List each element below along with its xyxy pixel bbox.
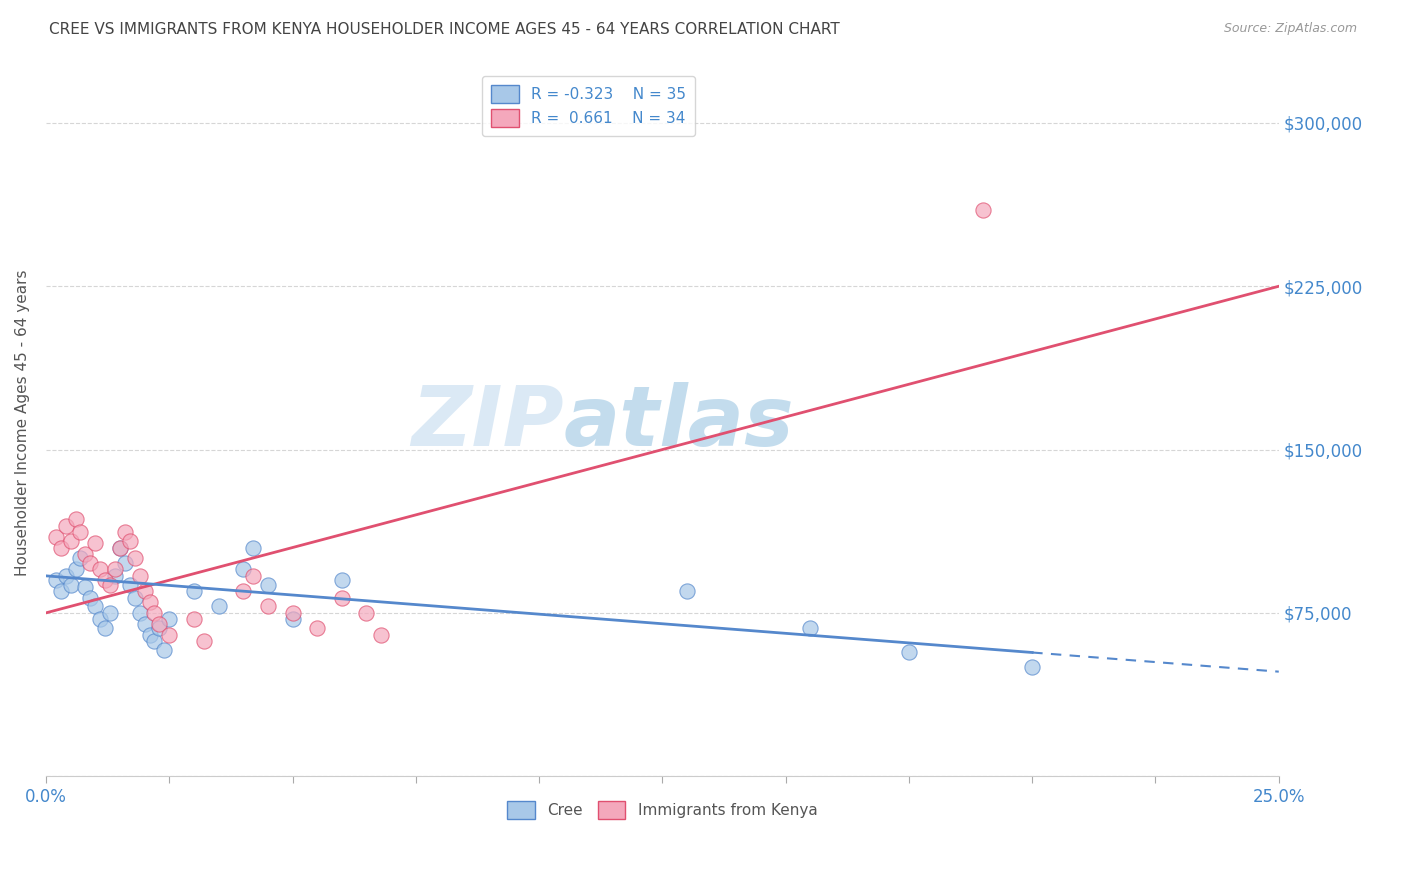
- Point: [65, 562, 87, 576]
- Point: [897, 645, 920, 659]
- Point: [114, 525, 136, 540]
- Point: [75, 580, 97, 594]
- Point: [69, 525, 91, 540]
- Point: [118, 534, 141, 549]
- Point: [55, 518, 77, 533]
- Point: [124, 551, 146, 566]
- Text: ZIP: ZIP: [411, 382, 564, 463]
- Point: [114, 556, 136, 570]
- Y-axis label: Householder Income Ages 45 - 64 years: Householder Income Ages 45 - 64 years: [15, 269, 30, 575]
- Point: [45, 573, 67, 587]
- Point: [148, 616, 170, 631]
- Point: [104, 562, 127, 576]
- Point: [799, 621, 821, 635]
- Point: [128, 569, 150, 583]
- Point: [138, 595, 160, 609]
- Point: [183, 584, 205, 599]
- Legend: Cree, Immigrants from Kenya: Cree, Immigrants from Kenya: [501, 796, 824, 825]
- Point: [242, 541, 264, 555]
- Point: [45, 530, 67, 544]
- Point: [207, 599, 229, 614]
- Point: [84, 536, 107, 550]
- Point: [118, 577, 141, 591]
- Point: [232, 584, 254, 599]
- Point: [84, 599, 107, 614]
- Point: [69, 551, 91, 566]
- Point: [1021, 660, 1043, 674]
- Point: [193, 634, 215, 648]
- Point: [330, 591, 353, 605]
- Point: [59, 577, 82, 591]
- Point: [183, 612, 205, 626]
- Point: [94, 573, 117, 587]
- Point: [257, 599, 280, 614]
- Point: [94, 621, 117, 635]
- Point: [281, 612, 304, 626]
- Point: [65, 512, 87, 526]
- Point: [79, 556, 101, 570]
- Point: [98, 606, 121, 620]
- Point: [134, 616, 156, 631]
- Point: [281, 606, 304, 620]
- Point: [370, 627, 392, 641]
- Point: [124, 591, 146, 605]
- Point: [157, 612, 180, 626]
- Point: [134, 584, 156, 599]
- Point: [128, 606, 150, 620]
- Point: [79, 591, 101, 605]
- Point: [49, 541, 72, 555]
- Point: [55, 569, 77, 583]
- Point: [153, 643, 176, 657]
- Point: [138, 627, 160, 641]
- Point: [75, 547, 97, 561]
- Point: [330, 573, 353, 587]
- Point: [972, 202, 994, 217]
- Text: atlas: atlas: [564, 382, 794, 463]
- Point: [356, 606, 378, 620]
- Point: [148, 621, 170, 635]
- Point: [143, 606, 166, 620]
- Point: [89, 562, 111, 576]
- Point: [157, 627, 180, 641]
- Point: [108, 541, 131, 555]
- Point: [108, 541, 131, 555]
- Text: CREE VS IMMIGRANTS FROM KENYA HOUSEHOLDER INCOME AGES 45 - 64 YEARS CORRELATION : CREE VS IMMIGRANTS FROM KENYA HOUSEHOLDE…: [49, 22, 839, 37]
- Point: [49, 584, 72, 599]
- Point: [104, 569, 127, 583]
- Point: [307, 621, 329, 635]
- Point: [59, 534, 82, 549]
- Point: [143, 634, 166, 648]
- Point: [257, 577, 280, 591]
- Point: [98, 577, 121, 591]
- Point: [232, 562, 254, 576]
- Point: [676, 584, 699, 599]
- Point: [242, 569, 264, 583]
- Text: Source: ZipAtlas.com: Source: ZipAtlas.com: [1223, 22, 1357, 36]
- Point: [89, 612, 111, 626]
